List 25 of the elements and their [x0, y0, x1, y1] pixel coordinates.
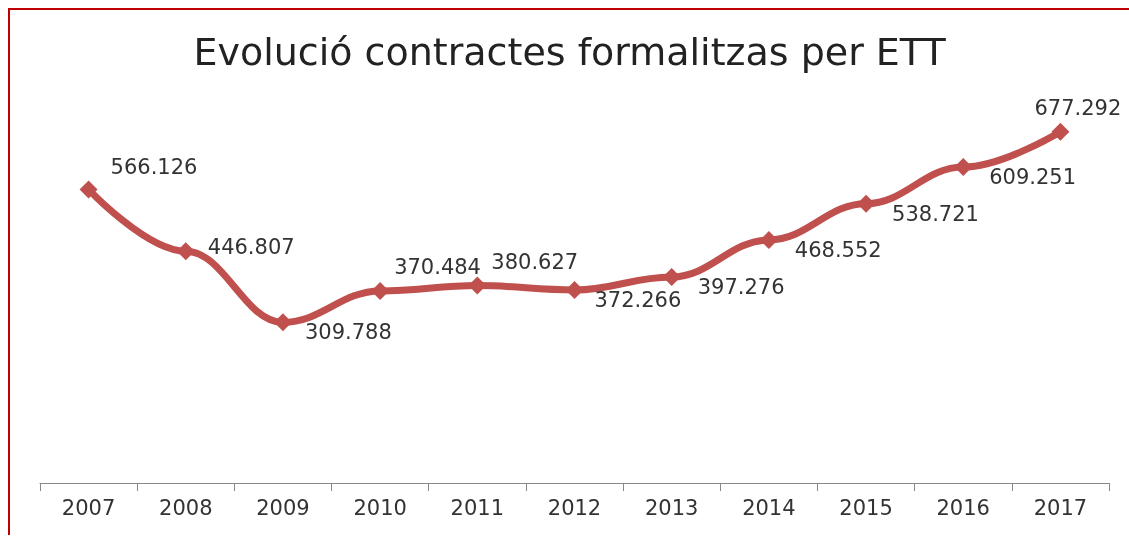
- point: [1051, 122, 1070, 141]
- data-label: 397.276: [697, 274, 785, 299]
- data-label: 609.251: [989, 165, 1077, 190]
- x-tick-label: 2014: [742, 495, 796, 520]
- x-tick-label: 2009: [256, 495, 310, 520]
- x-tick-label: 2007: [61, 495, 116, 520]
- point: [79, 180, 98, 199]
- x-tick-label: 2016: [936, 495, 990, 520]
- chart-title: Evolució contractes formalitzas per ETT: [193, 30, 947, 74]
- data-label: 446.807: [207, 235, 295, 260]
- x-tick-label: 2012: [547, 495, 602, 520]
- data-label: 380.627: [491, 249, 579, 274]
- x-tick-label: 2008: [159, 495, 213, 520]
- x-tick-label: 2010: [353, 495, 407, 520]
- data-label: 309.788: [304, 320, 392, 345]
- data-label: 370.484: [394, 254, 481, 279]
- data-label: 372.266: [594, 287, 682, 312]
- data-label: 538.721: [892, 201, 979, 226]
- x-tick-label: 2015: [839, 495, 893, 520]
- data-label: 468.552: [794, 238, 882, 263]
- x-tick-label: 2013: [644, 495, 699, 520]
- data-label: 677.292: [1034, 95, 1122, 120]
- data-label: 566.126: [110, 155, 198, 180]
- x-tick-label: 2011: [450, 495, 505, 520]
- x-tick-label: 2017: [1033, 495, 1088, 520]
